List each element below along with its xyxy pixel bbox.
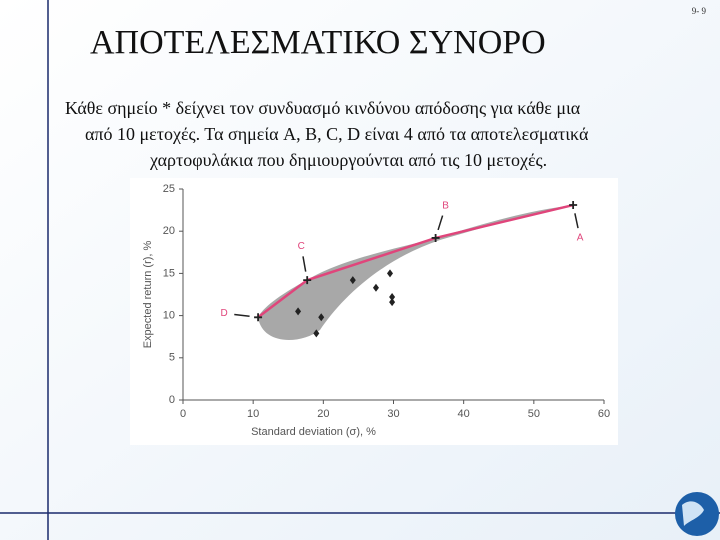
stock-point (372, 283, 379, 292)
x-tick-label: 60 (598, 408, 610, 420)
label-arrow (302, 256, 307, 272)
stock-point (318, 313, 325, 322)
stock-point (313, 329, 320, 338)
chart-background (130, 178, 618, 445)
portfolio-point (303, 276, 312, 285)
y-tick-label: 20 (163, 225, 175, 237)
chart: 0 5 10 15 20 25 0 10 20 30 40 50 60 Standard deviatio… (142, 183, 610, 438)
y-tick-label: 15 (163, 267, 175, 279)
x-tick-label: 30 (387, 408, 399, 420)
portfolio-point (254, 313, 263, 322)
x-tick-label: 50 (528, 408, 540, 420)
globe-icon (675, 492, 719, 536)
y-tick-label: 0 (169, 394, 175, 406)
x-tick-label: 10 (247, 408, 259, 420)
page-number: 9- 9 (692, 6, 707, 16)
stock-point (389, 298, 396, 307)
stock-point (389, 293, 396, 302)
y-tick-label: 5 (169, 352, 175, 364)
label-arrow (437, 215, 444, 231)
label-arrow (574, 213, 579, 229)
y-tick-label: 10 (163, 310, 175, 322)
feasible-region (258, 205, 573, 340)
body-text: Κάθε σημείο * δείχνει τον συνδυασμό κινδ… (65, 98, 581, 118)
point-label: D (220, 308, 227, 319)
point-label: B (442, 201, 449, 212)
stock-point (295, 307, 302, 316)
y-axis-label: Expected return (r), % (142, 240, 154, 348)
stock-point (386, 269, 393, 278)
body-text: χαρτοφυλάκια που δημιουργούνται από τις … (149, 150, 547, 170)
y-tick-label: 25 (163, 183, 175, 195)
label-arrow (234, 313, 250, 318)
x-tick-label: 20 (317, 408, 329, 420)
x-tick-label: 40 (458, 408, 470, 420)
portfolio-point (431, 233, 440, 242)
x-tick-label: 0 (180, 408, 186, 420)
portfolio-point (569, 201, 578, 210)
stock-point (349, 276, 356, 285)
point-label: C (298, 241, 305, 252)
frontier-line (257, 203, 574, 319)
x-axis-label: Standard deviation (σ), % (251, 426, 376, 438)
point-label: A (577, 233, 584, 244)
body-text: από 10 μετοχές. Τα σημεία A, B, C, D είν… (85, 124, 589, 144)
slide-title: ΑΠΟΤΕΛΕΣΜΑΤΙΚΟ ΣΥΝΟΡΟ (90, 24, 546, 61)
